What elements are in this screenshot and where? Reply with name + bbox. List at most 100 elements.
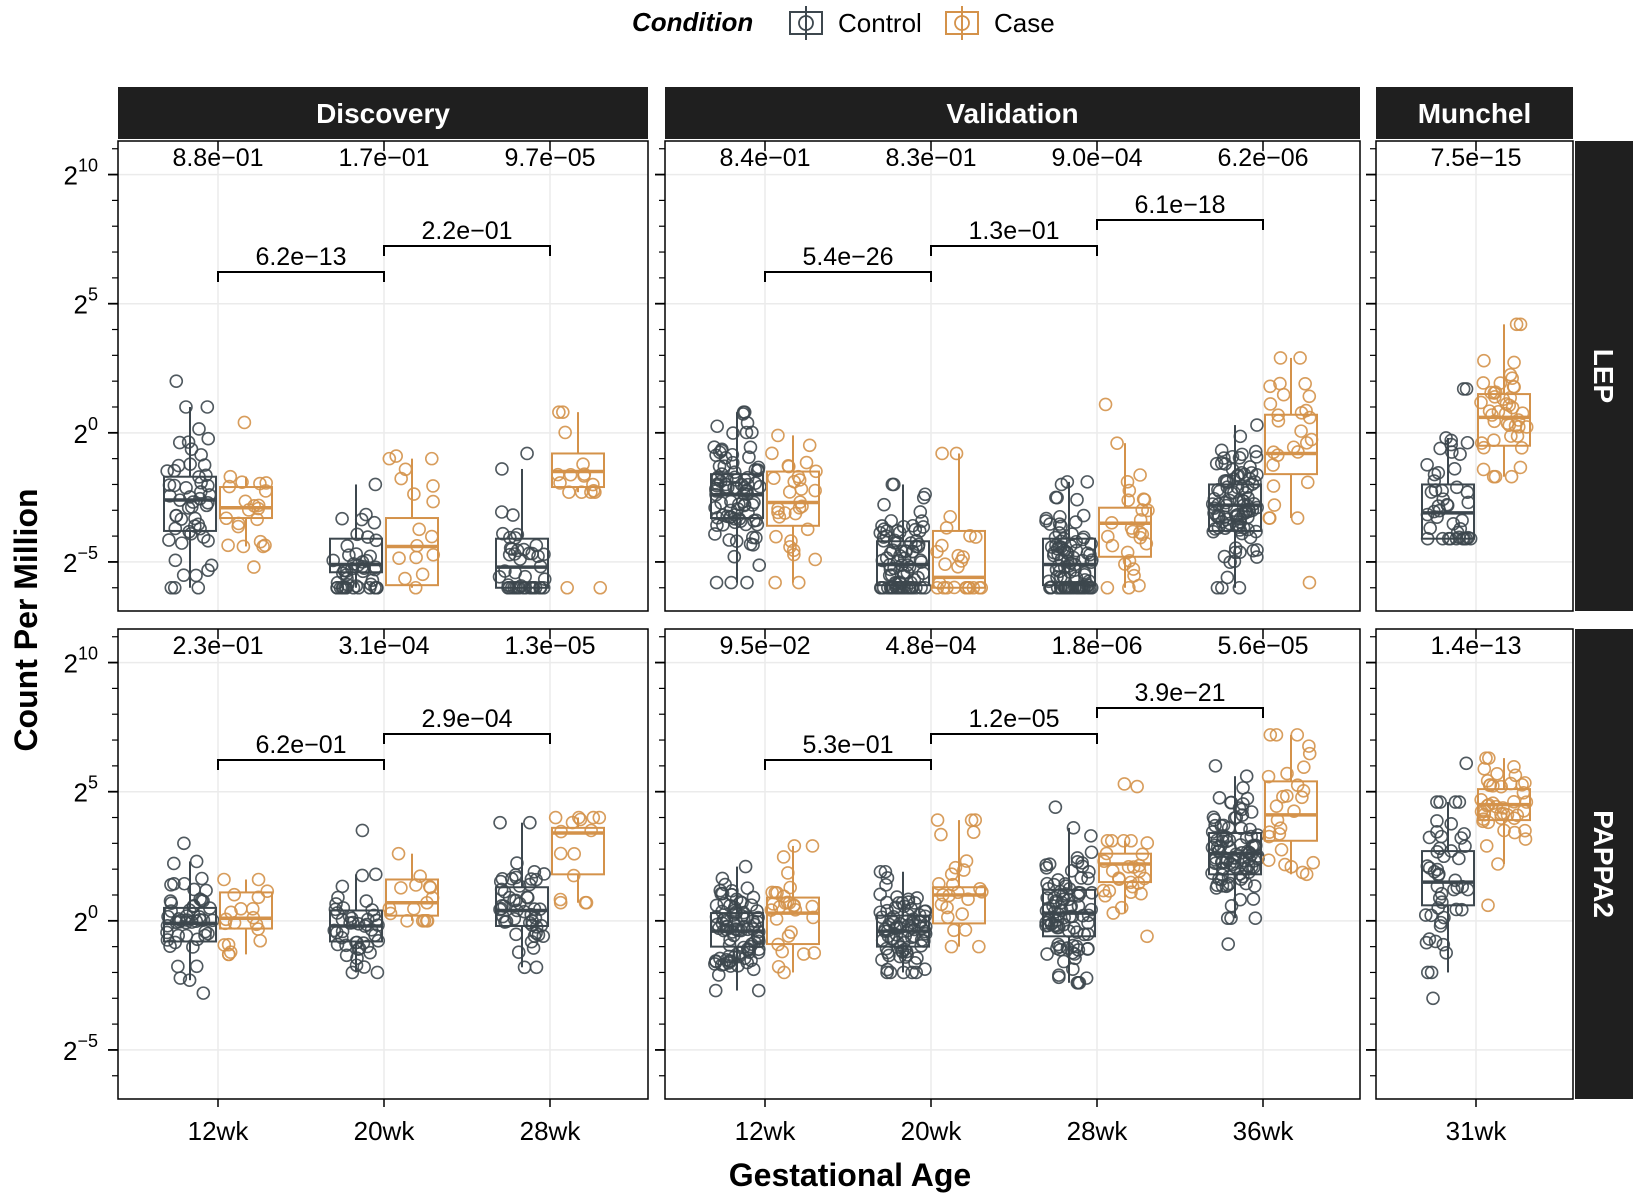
data-point — [1217, 510, 1232, 524]
x-tick-label: 12wk — [735, 1116, 797, 1146]
bracket-pvalue: 1.3e−01 — [968, 217, 1059, 245]
data-point — [808, 552, 822, 567]
data-point — [335, 924, 350, 939]
data-point — [1130, 779, 1144, 794]
data-point — [917, 934, 931, 948]
data-point — [329, 897, 343, 911]
data-point — [553, 476, 567, 490]
data-point — [740, 575, 754, 590]
data-point — [1122, 483, 1137, 498]
data-point — [504, 580, 519, 595]
data-point — [722, 949, 736, 964]
data-point — [391, 846, 406, 861]
data-point — [1454, 902, 1469, 917]
data-point — [221, 538, 235, 553]
legend-label-case: Case — [994, 8, 1055, 38]
row-strip-label: PAPPA2 — [1588, 810, 1619, 918]
data-point — [1043, 517, 1057, 531]
data-point — [1459, 756, 1474, 771]
data-point — [508, 531, 522, 545]
bracket-line — [383, 733, 551, 744]
data-point — [1297, 760, 1311, 774]
data-point — [963, 528, 977, 543]
data-point — [1431, 901, 1445, 915]
data-point — [1040, 876, 1054, 891]
data-point — [409, 550, 423, 565]
data-point — [880, 924, 895, 938]
data-point — [944, 867, 959, 882]
data-point — [1133, 468, 1147, 482]
data-point — [1426, 991, 1440, 1006]
box-control-28wk — [492, 446, 552, 595]
data-point — [1267, 498, 1282, 512]
data-point — [524, 934, 539, 949]
data-point — [1493, 376, 1508, 390]
data-point — [936, 888, 950, 902]
data-point — [735, 896, 749, 910]
data-point — [1104, 833, 1119, 848]
data-point — [1039, 858, 1053, 872]
data-point — [510, 856, 524, 870]
legend-title: Condition — [632, 7, 753, 37]
data-point — [1235, 526, 1249, 541]
box-case-12wk — [219, 415, 273, 574]
data-point — [367, 515, 382, 530]
data-point — [169, 374, 184, 388]
data-point — [1211, 521, 1226, 535]
data-point — [949, 446, 964, 461]
bracket-pvalue: 2.2e−01 — [421, 217, 512, 245]
data-point — [1479, 839, 1494, 853]
data-point — [1482, 751, 1496, 765]
data-point — [1458, 839, 1472, 854]
bracket-line — [930, 733, 1098, 744]
data-point — [1205, 866, 1219, 880]
data-point — [1507, 760, 1521, 774]
x-tick-label: 36wk — [1233, 1116, 1295, 1146]
data-point — [768, 575, 782, 590]
data-point — [707, 440, 722, 454]
data-point — [1243, 460, 1257, 474]
data-point — [1215, 580, 1229, 595]
data-point — [1448, 795, 1463, 809]
data-point — [1431, 465, 1446, 480]
data-point — [966, 580, 981, 595]
data-point — [398, 571, 412, 586]
data-point — [888, 921, 902, 936]
data-point — [201, 534, 215, 548]
data-point — [1121, 493, 1136, 507]
data-point — [194, 485, 208, 499]
data-point — [901, 892, 916, 907]
data-point — [1420, 965, 1435, 980]
data-point — [524, 872, 539, 886]
data-point — [1236, 498, 1251, 513]
data-point — [169, 508, 183, 523]
data-point — [1271, 408, 1285, 423]
data-point — [968, 813, 983, 827]
data-point — [1290, 511, 1305, 525]
data-point — [936, 580, 951, 595]
data-point — [1496, 801, 1510, 815]
data-point — [1519, 420, 1534, 434]
data-point — [1248, 911, 1263, 926]
data-point — [1435, 531, 1450, 546]
data-point — [1233, 429, 1248, 444]
data-point — [1133, 525, 1147, 540]
data-point — [525, 918, 539, 933]
box-control-12wk — [160, 836, 220, 1000]
data-point — [1424, 485, 1439, 499]
data-point — [714, 886, 728, 901]
comparison-bracket: 2.2e−01 — [383, 217, 551, 256]
data-point — [1210, 833, 1224, 848]
data-point — [1422, 861, 1437, 875]
data-point — [951, 885, 965, 900]
data-point — [1450, 880, 1465, 895]
data-point — [1236, 869, 1250, 884]
data-point — [522, 877, 537, 892]
data-point — [749, 513, 764, 528]
data-point — [1302, 746, 1317, 761]
data-point — [1261, 853, 1276, 867]
data-point — [792, 473, 807, 487]
data-point — [724, 494, 738, 509]
data-point — [1490, 767, 1504, 781]
data-point — [371, 934, 386, 948]
